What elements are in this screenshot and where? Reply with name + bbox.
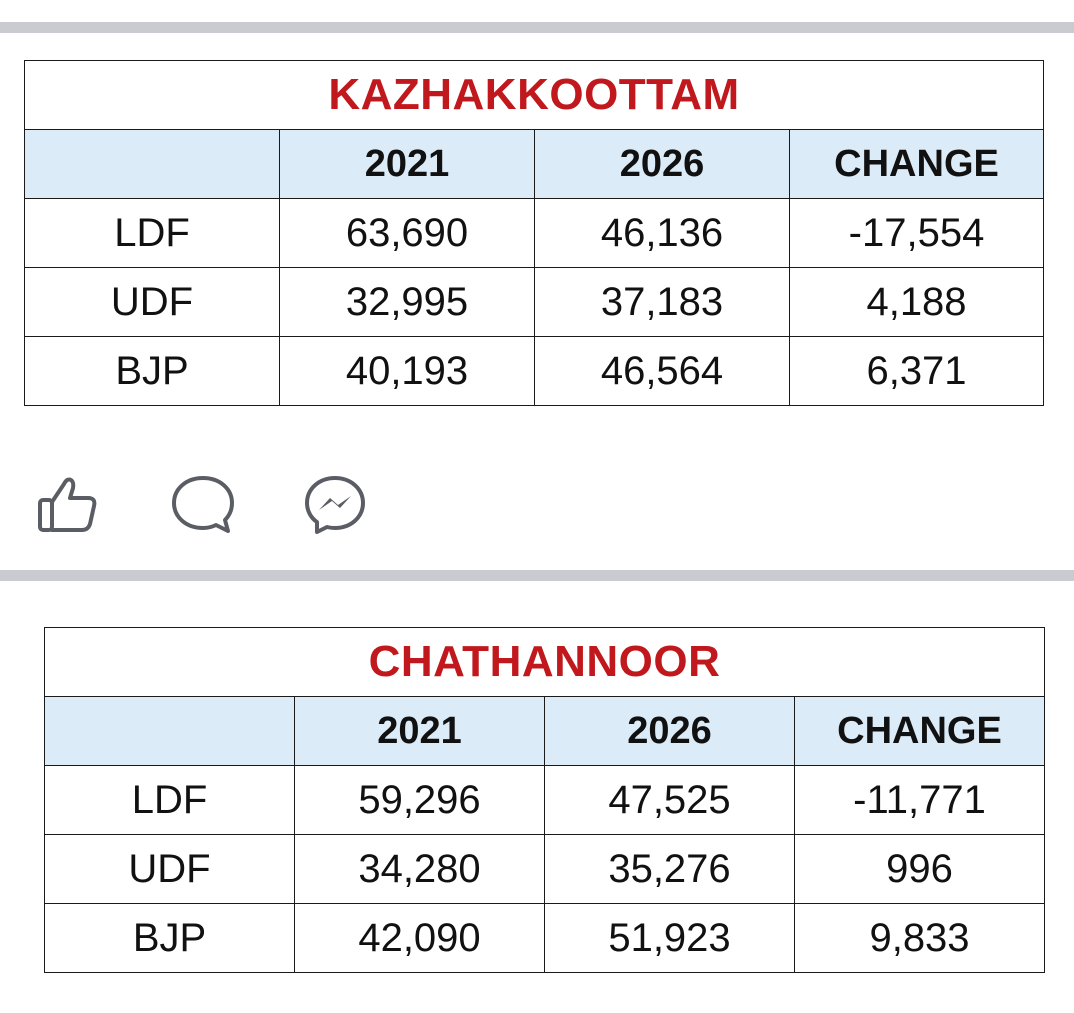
change-cell: 6,371: [788, 336, 1045, 406]
table-row: BJP 40,193 46,564 6,371: [24, 336, 1045, 406]
votes-2026-cell: 51,923: [544, 903, 795, 973]
change-cell: -17,554: [788, 198, 1045, 268]
votes-2026-cell: 46,564: [534, 336, 790, 406]
votes-2021-cell: 59,296: [294, 765, 545, 835]
party-cell: BJP: [44, 903, 295, 973]
comment-icon: [172, 476, 234, 533]
header-party: [24, 129, 280, 199]
votes-2021-cell: 63,690: [279, 198, 535, 268]
votes-2026-cell: 37,183: [534, 267, 790, 337]
votes-2026-cell: 35,276: [544, 834, 795, 904]
post-separator-middle: [0, 570, 1074, 581]
table-title-row: CHATHANNOOR: [43, 627, 1046, 697]
constituency-title: CHATHANNOOR: [43, 627, 1046, 697]
thumbs-up-icon: [38, 477, 97, 532]
party-cell: UDF: [24, 267, 280, 337]
party-cell: BJP: [24, 336, 280, 406]
change-cell: -11,771: [793, 765, 1046, 835]
share-button[interactable]: [300, 470, 370, 540]
change-cell: 996: [793, 834, 1046, 904]
messenger-icon: [305, 476, 365, 534]
votes-2021-cell: 32,995: [279, 267, 535, 337]
table-row: BJP 42,090 51,923 9,833: [44, 903, 1046, 973]
change-cell: 9,833: [793, 903, 1046, 973]
votes-2021-cell: 34,280: [294, 834, 545, 904]
like-button[interactable]: [36, 470, 106, 540]
post-action-bar: [36, 470, 436, 540]
party-cell: LDF: [24, 198, 280, 268]
table-title-row: KAZHAKKOOTTAM: [23, 60, 1045, 130]
votes-2021-cell: 42,090: [294, 903, 545, 973]
header-2026: 2026: [534, 129, 790, 199]
change-cell: 4,188: [788, 267, 1045, 337]
party-cell: LDF: [44, 765, 295, 835]
header-change: CHANGE: [793, 696, 1046, 766]
votes-2026-cell: 47,525: [544, 765, 795, 835]
header-party: [44, 696, 295, 766]
table-header-row: 2021 2026 CHANGE: [24, 129, 1045, 199]
votes-2021-cell: 40,193: [279, 336, 535, 406]
table-row: UDF 34,280 35,276 996: [44, 834, 1046, 904]
constituency-title: KAZHAKKOOTTAM: [23, 60, 1045, 130]
header-2026: 2026: [544, 696, 795, 766]
votes-2026-cell: 46,136: [534, 198, 790, 268]
table-header-row: 2021 2026 CHANGE: [44, 696, 1046, 766]
comment-button[interactable]: [168, 470, 238, 540]
table-row: LDF 63,690 46,136 -17,554: [24, 198, 1045, 268]
results-table-kazhakkoottam: KAZHAKKOOTTAM 2021 2026 CHANGE LDF 63,69…: [23, 60, 1045, 406]
post-separator-top: [0, 22, 1074, 33]
results-table-chathannoor: CHATHANNOOR 2021 2026 CHANGE LDF 59,296 …: [43, 627, 1046, 973]
header-2021: 2021: [294, 696, 545, 766]
party-cell: UDF: [44, 834, 295, 904]
table-row: LDF 59,296 47,525 -11,771: [44, 765, 1046, 835]
header-change: CHANGE: [788, 129, 1045, 199]
header-2021: 2021: [279, 129, 535, 199]
table-row: UDF 32,995 37,183 4,188: [24, 267, 1045, 337]
